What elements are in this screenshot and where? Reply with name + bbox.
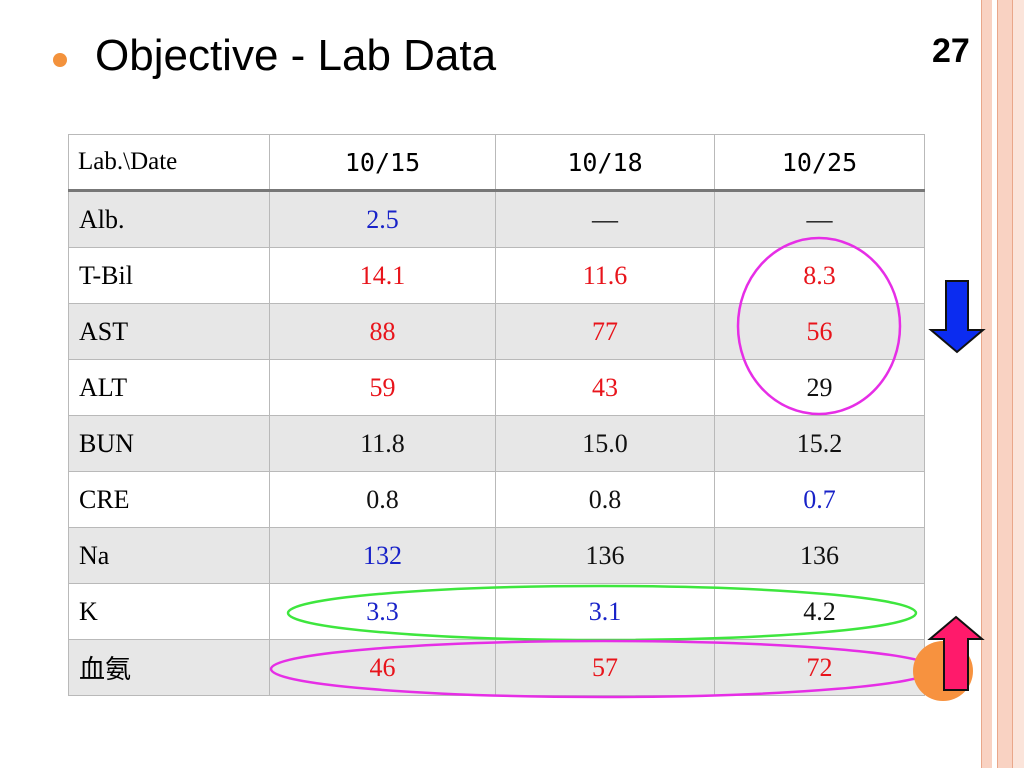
lab-value: 3.1 bbox=[495, 583, 715, 640]
lab-value: 15.0 bbox=[495, 415, 715, 472]
lab-value: 132 bbox=[269, 527, 496, 584]
lab-value: 136 bbox=[714, 527, 925, 584]
table-header-row: Lab.\Date 10/15 10/18 10/25 bbox=[68, 134, 925, 192]
table-row: K 3.3 3.1 4.2 bbox=[68, 583, 925, 640]
lab-value: 136 bbox=[495, 527, 715, 584]
lab-value: 11.8 bbox=[269, 415, 496, 472]
table-row: 血氨 46 57 72 bbox=[68, 639, 925, 696]
date-header: 10/25 bbox=[714, 134, 925, 192]
lab-label: AST bbox=[68, 303, 270, 360]
decor-line bbox=[1012, 0, 1013, 768]
decor-stripe bbox=[1012, 0, 1024, 768]
lab-value: 2.5 bbox=[269, 190, 496, 248]
date-header: 10/15 bbox=[269, 134, 496, 192]
lab-label: Alb. bbox=[68, 190, 270, 248]
lab-value: 0.7 bbox=[714, 471, 925, 528]
lab-value: 57 bbox=[495, 639, 715, 696]
decor-line bbox=[981, 0, 982, 768]
table-row: Na 132 136 136 bbox=[68, 527, 925, 584]
lab-label: T-Bil bbox=[68, 247, 270, 304]
date-header: 10/18 bbox=[495, 134, 715, 192]
decor-line bbox=[997, 0, 998, 768]
title-bullet-icon bbox=[53, 53, 67, 67]
table-row: BUN 11.8 15.0 15.2 bbox=[68, 415, 925, 472]
up-arrow-icon bbox=[927, 615, 985, 691]
lab-value: 3.3 bbox=[269, 583, 496, 640]
page-number: 27 bbox=[932, 32, 970, 70]
decor-stripe bbox=[992, 0, 997, 768]
lab-value: 0.8 bbox=[495, 471, 715, 528]
lab-label: Na bbox=[68, 527, 270, 584]
lab-data-table: Lab.\Date 10/15 10/18 10/25 Alb. 2.5— — T-B… bbox=[68, 134, 925, 696]
corner-header: Lab.\Date bbox=[68, 134, 270, 192]
lab-value: 72 bbox=[714, 639, 925, 696]
lab-value: 14.1 bbox=[269, 247, 496, 304]
lab-value: 77 bbox=[495, 303, 715, 360]
lab-label: BUN bbox=[68, 415, 270, 472]
lab-label: 血氨 bbox=[68, 639, 270, 696]
table-row: T-Bil 14.1 11.6 8.3 bbox=[68, 247, 925, 304]
table-row: Alb. 2.5— — bbox=[68, 190, 925, 248]
table-row: CRE 0.8 0.8 0.7 bbox=[68, 471, 925, 528]
lab-value: — bbox=[495, 190, 715, 248]
slide-title: Objective - Lab Data bbox=[95, 31, 497, 80]
decor-stripe bbox=[997, 0, 1012, 768]
lab-label: ALT bbox=[68, 359, 270, 416]
lab-label: CRE bbox=[68, 471, 270, 528]
table-row: AST 88 77 56 bbox=[68, 303, 925, 360]
lab-value: 15.2 bbox=[714, 415, 925, 472]
decor-stripe bbox=[981, 0, 992, 768]
down-arrow-icon bbox=[928, 280, 986, 354]
table-row: ALT 59 43 29 bbox=[68, 359, 925, 416]
lab-value: 46 bbox=[269, 639, 496, 696]
lab-value: 56 bbox=[714, 303, 925, 360]
lab-value: 59 bbox=[269, 359, 496, 416]
lab-value: 43 bbox=[495, 359, 715, 416]
lab-value: 0.8 bbox=[269, 471, 496, 528]
lab-value: 11.6 bbox=[495, 247, 715, 304]
lab-label: K bbox=[68, 583, 270, 640]
lab-value: 29 bbox=[714, 359, 925, 416]
lab-value: 88 bbox=[269, 303, 496, 360]
lab-value: — bbox=[714, 190, 925, 248]
lab-value: 8.3 bbox=[714, 247, 925, 304]
lab-value: 4.2 bbox=[714, 583, 925, 640]
